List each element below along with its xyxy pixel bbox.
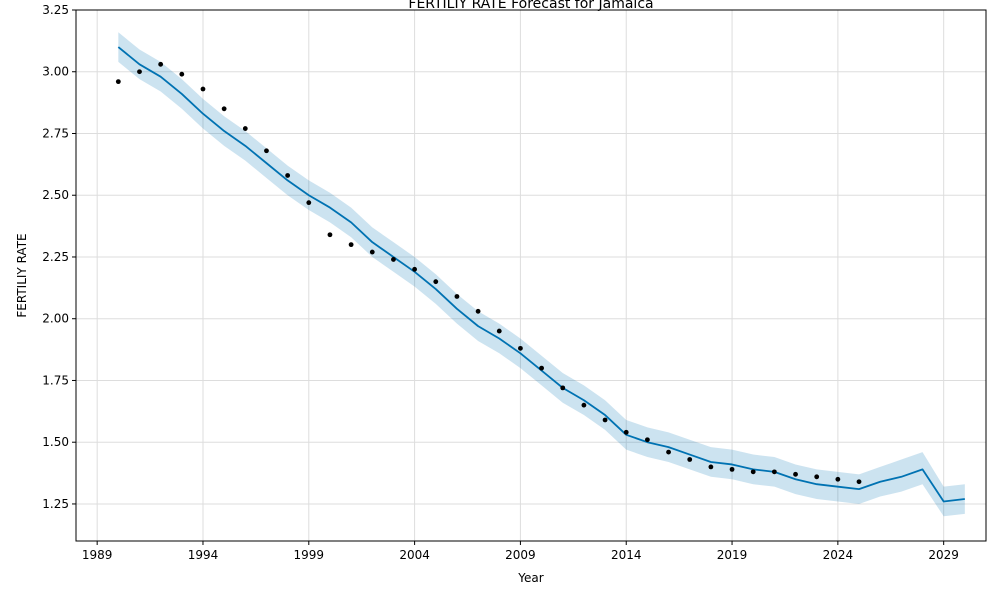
actual-data-point	[518, 345, 523, 351]
actual-data-point	[158, 61, 164, 67]
actual-data-point	[475, 308, 481, 314]
actual-data-point	[348, 242, 354, 248]
actual-data-point	[327, 232, 333, 238]
actual-data-point	[623, 429, 629, 435]
y-tick-label: 2.25	[42, 250, 69, 264]
actual-data-point	[115, 79, 121, 85]
forecast-line	[117, 46, 965, 503]
actual-data-point	[602, 417, 608, 423]
actual-data-point	[242, 126, 248, 131]
forecast-line-layer	[117, 46, 965, 503]
actual-data-point	[771, 469, 777, 475]
x-tick-label: 1989	[82, 548, 113, 562]
actual-data-point	[306, 200, 312, 206]
y-tick-label: 1.25	[42, 497, 69, 511]
y-tick-label: 1.50	[42, 435, 69, 449]
x-tick-label: 2024	[823, 548, 854, 562]
actual-data-point	[856, 479, 862, 485]
actual-data-point	[412, 266, 417, 272]
actual-data-point	[708, 464, 714, 470]
y-tick-label: 2.00	[42, 312, 69, 326]
x-tick-label: 2029	[928, 548, 959, 562]
x-tick-label: 1994	[188, 548, 219, 562]
actual-data-point	[200, 86, 206, 92]
x-tick-label: 2014	[611, 548, 642, 562]
grid-layer	[76, 9, 986, 541]
x-tick-label: 2019	[717, 548, 748, 562]
y-tick-label: 3.25	[42, 3, 69, 17]
actual-data-point	[369, 249, 375, 255]
actual-data-point	[264, 148, 269, 154]
y-tick-label: 2.75	[42, 126, 69, 140]
actual-data-point	[539, 365, 544, 371]
actual-data-point	[750, 469, 756, 475]
actual-data-point	[793, 471, 798, 477]
chart-title: FERTILIY RATE Forecast for Jamaica	[408, 0, 653, 12]
actual-data-point	[729, 466, 735, 472]
uncertainty-band	[118, 32, 965, 517]
x-axis-title: Year	[517, 571, 543, 585]
actual-data-point	[391, 257, 396, 262]
actual-data-point	[666, 449, 671, 455]
actual-data-point	[835, 476, 841, 482]
y-tick-label: 3.00	[42, 65, 69, 79]
y-tick-label: 2.50	[42, 188, 69, 202]
actual-data-point	[560, 385, 566, 391]
actual-data-point	[581, 402, 587, 408]
interval-band-layer	[118, 32, 965, 517]
actual-data-point	[433, 279, 439, 285]
tick-layer: 1989 1994 1999 2004 2009 2014 2019 2024 2029 1.25…	[42, 3, 959, 562]
actual-data-point	[454, 294, 460, 299]
actual-points-layer	[115, 61, 862, 485]
actual-data-point	[496, 328, 502, 334]
plot-frame	[75, 9, 987, 542]
actual-data-point	[221, 106, 227, 112]
x-tick-label: 2004	[399, 548, 430, 562]
actual-data-point	[285, 173, 291, 178]
x-tick-label: 1999	[294, 548, 325, 562]
actual-data-point	[814, 474, 820, 480]
y-axis-title: FERTILIY RATE	[15, 233, 29, 317]
actual-data-point	[687, 457, 693, 462]
actual-data-point	[179, 71, 185, 77]
actual-data-point	[137, 69, 142, 75]
y-tick-label: 1.75	[42, 373, 69, 387]
x-tick-label: 2009	[505, 548, 536, 562]
actual-data-point	[645, 437, 650, 443]
